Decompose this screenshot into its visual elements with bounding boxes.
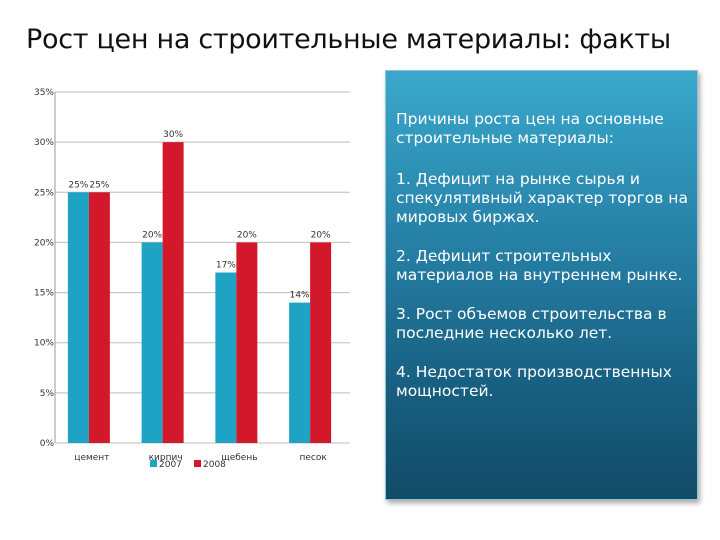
x-tick-labels: цемент кирпич щебень песок — [74, 453, 327, 463]
reason-item-1: 1. Дефицит на рынке сырья и спекулятивны… — [396, 170, 688, 226]
bar-2007-0 — [67, 192, 89, 443]
reasons-heading: Причины роста цен на основные строительн… — [396, 110, 664, 147]
x-tick-label: цемент — [74, 453, 109, 463]
bar-2007-1 — [141, 242, 163, 443]
reasons-text: Причины роста цен на основные строительн… — [396, 110, 696, 421]
reason-item-3: 3. Рост объемов строительства в последни… — [396, 305, 667, 342]
bar-2007-2 — [215, 272, 237, 443]
reason-item-4: 4. Недостаток производственных мощностей… — [396, 363, 672, 400]
legend-label: 2007 — [159, 460, 182, 470]
y-tick-label: 5% — [40, 389, 55, 399]
y-tick-label: 10% — [34, 339, 54, 349]
bar-2007-3 — [289, 302, 311, 443]
bar-2008-0 — [88, 192, 110, 443]
bar-label: 20% — [237, 230, 257, 240]
y-tick-labels: 0% 5% 10% 15% 20% 25% 30% 35% — [34, 88, 54, 449]
bar-label: 30% — [163, 130, 183, 140]
slide-title: Рост цен на строительные материалы: факт… — [26, 24, 671, 55]
bar-label: 20% — [311, 230, 331, 240]
bar-label: 14% — [290, 291, 310, 301]
x-tick-label: песок — [299, 453, 327, 463]
chart-legend: 2007 2008 — [150, 460, 226, 470]
y-tick-label: 25% — [34, 188, 54, 198]
bar-label: 20% — [142, 230, 162, 240]
y-tick-label: 35% — [34, 88, 54, 98]
legend-swatch — [150, 460, 157, 467]
reasons-panel — [385, 70, 698, 500]
y-tick-label: 30% — [34, 138, 54, 148]
legend-swatch — [194, 460, 201, 467]
legend-label: 2008 — [203, 460, 226, 470]
y-tick-label: 15% — [34, 289, 54, 299]
reason-item-2: 2. Дефицит строительных материалов на вн… — [396, 247, 683, 284]
bar-label: 25% — [68, 180, 88, 190]
bar-2008-2 — [236, 242, 258, 443]
x-tick-label: щебень — [221, 453, 257, 463]
bar-label: 17% — [216, 261, 236, 271]
bar-2008-3 — [310, 242, 332, 443]
y-tick-label: 20% — [34, 238, 54, 248]
bar-label: 25% — [89, 180, 109, 190]
y-tick-label: 0% — [40, 439, 55, 449]
bar-data-labels: 25% 25% 20% 30% 17% 20% 14% 20% — [68, 130, 331, 300]
chart-bars — [67, 142, 332, 443]
bar-2008-1 — [162, 142, 184, 443]
x-tick-label: кирпич — [149, 453, 183, 463]
